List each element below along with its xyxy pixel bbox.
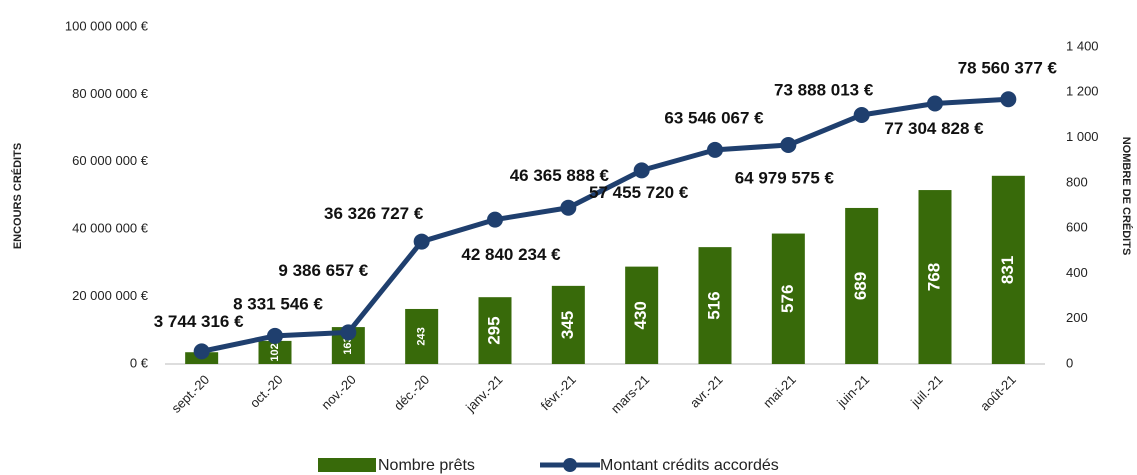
bar-label: 768 — [924, 263, 943, 291]
bar — [771, 233, 805, 364]
y-tick-label: 100 000 000 € — [65, 18, 149, 33]
y2-axis-title: NOMBRE DE CRÉDITS — [1120, 137, 1133, 256]
bar-label: 102 — [269, 343, 281, 361]
x-tick-label: mars-21 — [608, 372, 652, 416]
data-label: 64 979 575 € — [735, 169, 835, 188]
data-label: 63 546 067 € — [664, 108, 764, 127]
line-point — [267, 327, 283, 344]
legend-swatch — [563, 458, 577, 472]
legend-label: Montant crédits accordés — [600, 457, 779, 474]
x-tick-label: août-21 — [977, 372, 1019, 414]
line-point — [193, 343, 210, 360]
bar — [845, 207, 879, 364]
line-point — [927, 95, 943, 112]
legend-swatch — [318, 458, 376, 472]
bar — [405, 308, 439, 364]
bar — [478, 297, 512, 364]
y2-tick-label: 1 000 — [1066, 129, 1099, 144]
x-tick-label: juil.-21 — [907, 372, 945, 410]
bar-label: 345 — [558, 311, 577, 339]
bar-label: 243 — [416, 327, 428, 345]
line-point — [633, 162, 650, 179]
x-tick-label: nov.-20 — [318, 372, 359, 413]
data-label: 9 386 657 € — [278, 261, 368, 280]
x-tick-label: sept.-20 — [168, 372, 212, 416]
data-label: 57 455 720 € — [589, 183, 689, 202]
y-tick-label: 60 000 000 € — [72, 153, 149, 168]
x-tick-label: févr.-21 — [538, 372, 579, 413]
bar — [991, 175, 1025, 364]
y2-tick-label: 200 — [1066, 310, 1088, 325]
line-point — [707, 141, 723, 158]
y2-tick-label: 600 — [1066, 220, 1088, 235]
x-tick-label: mai-21 — [760, 372, 799, 411]
bar-label: 295 — [484, 316, 503, 344]
y2-tick-label: 1 400 — [1066, 38, 1099, 53]
x-tick-label: juin-21 — [833, 372, 872, 411]
data-label: 73 888 013 € — [774, 80, 874, 99]
bar — [551, 285, 585, 364]
line-point — [560, 199, 577, 216]
y-tick-label: 40 000 000 € — [72, 221, 149, 236]
x-tick-label: janv.-21 — [462, 372, 505, 415]
data-label: 8 331 546 € — [233, 294, 323, 313]
line-point — [780, 137, 797, 154]
line-point — [487, 211, 503, 228]
data-label: 3 744 316 € — [154, 312, 244, 331]
bar-label: 430 — [631, 301, 650, 329]
bar-label: 689 — [851, 272, 870, 300]
bar-label: 163 — [342, 336, 354, 354]
bar — [918, 190, 952, 364]
x-tick-label: oct.-20 — [247, 372, 286, 411]
bar-label: 516 — [704, 291, 723, 319]
y-tick-label: 20 000 000 € — [72, 288, 149, 303]
y-axis-title: ENCOURS CRÉDITS — [11, 143, 24, 249]
y2-tick-label: 400 — [1066, 265, 1088, 280]
line-point — [340, 324, 357, 341]
bar — [258, 340, 292, 364]
y2-tick-label: 0 — [1066, 355, 1073, 370]
bar-label: 576 — [778, 285, 797, 313]
line — [201, 96, 1009, 354]
bar-label: 831 — [998, 256, 1017, 284]
data-label: 46 365 888 € — [510, 166, 610, 185]
line-point — [1000, 91, 1017, 108]
line-point — [853, 106, 870, 123]
bar — [625, 266, 659, 364]
data-label: 78 560 377 € — [958, 59, 1058, 78]
y2-tick-label: 1 200 — [1066, 84, 1099, 99]
x-tick-label: avr.-21 — [687, 372, 726, 411]
y-tick-label: 0 € — [130, 355, 149, 370]
y-tick-label: 80 000 000 € — [72, 86, 149, 101]
y2-tick-label: 800 — [1066, 174, 1088, 189]
data-label: 77 304 828 € — [884, 119, 984, 138]
data-label: 36 326 727 € — [324, 204, 424, 223]
bar — [698, 247, 732, 364]
line-point — [413, 233, 430, 250]
x-tick-label: déc.-20 — [391, 372, 432, 413]
legend-label: Nombre prêts — [378, 457, 475, 474]
data-label: 42 840 234 € — [461, 245, 561, 264]
